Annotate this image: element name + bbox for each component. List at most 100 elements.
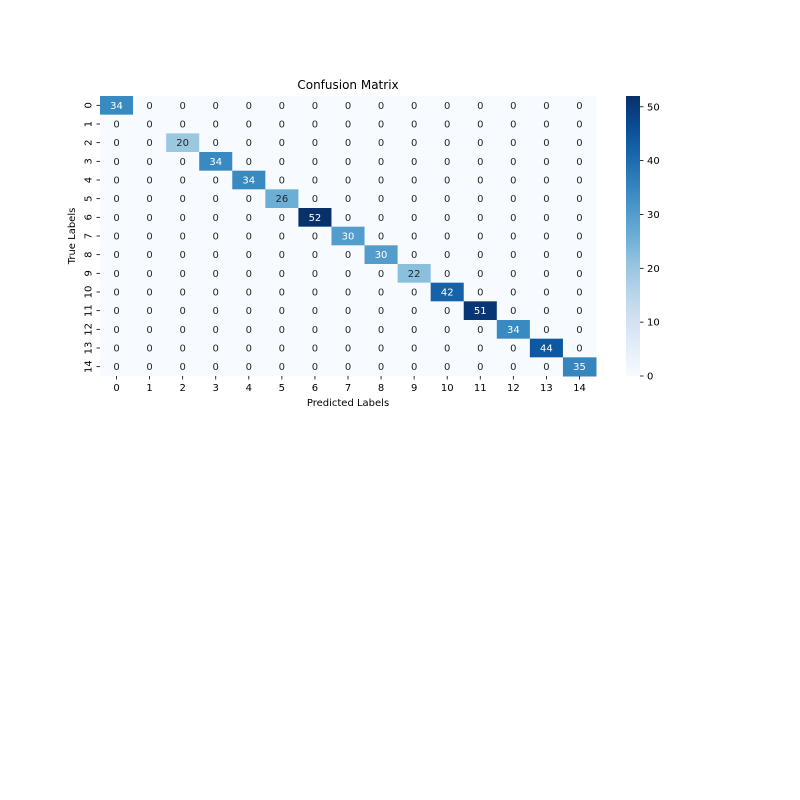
cell-value-label: 0 [411, 213, 417, 224]
heatmap-cell [265, 114, 299, 134]
heatmap-cell [100, 226, 134, 246]
heatmap-cell [496, 245, 531, 265]
cell-value-label: 0 [576, 250, 582, 261]
heatmap-cell [430, 152, 465, 172]
cell-value-label: 0 [576, 157, 582, 168]
heatmap-cell [529, 114, 564, 134]
cell-value-label: 0 [543, 325, 549, 336]
cell-value-label: 0 [279, 157, 285, 168]
cell-value-label: 0 [179, 250, 185, 261]
heatmap-cell [133, 320, 167, 340]
heatmap-cell [298, 152, 332, 172]
heatmap-cell [100, 133, 134, 153]
heatmap-cell [265, 133, 299, 153]
heatmap-cell [133, 245, 167, 265]
heatmap-cell [397, 338, 432, 358]
heatmap-cell [199, 96, 233, 116]
cell-value-label: 0 [378, 157, 384, 168]
cell-value-label: 0 [179, 306, 185, 317]
colorbar-tick-label: 30 [647, 210, 660, 221]
cell-value-label: 0 [246, 101, 252, 112]
cell-value-label: 0 [576, 101, 582, 112]
heatmap-cell [496, 96, 531, 116]
heatmap-cell [331, 320, 366, 340]
cell-value-label: 0 [345, 325, 351, 336]
heatmap-cell [298, 96, 332, 116]
y-tick-label: 4 [84, 177, 95, 183]
cell-value-label: 0 [113, 288, 119, 299]
cell-value-label: 0 [213, 194, 219, 205]
y-tick-label: 3 [84, 158, 95, 164]
cell-value-label: 0 [146, 269, 152, 280]
heatmap-cell [496, 357, 531, 377]
cell-value-label: 0 [213, 325, 219, 336]
cell-value-label: 0 [510, 120, 516, 131]
heatmap-cell [298, 282, 332, 302]
cell-value-label: 0 [213, 306, 219, 317]
heatmap-cell [199, 264, 233, 284]
x-tick-label: 13 [540, 383, 553, 394]
heatmap-cell [265, 208, 299, 228]
cell-value-label: 0 [510, 101, 516, 112]
cell-value-label: 30 [375, 250, 388, 261]
cell-value-label: 0 [477, 232, 483, 243]
cell-value-label: 0 [312, 120, 318, 131]
heatmap-cell [562, 189, 597, 209]
heatmap-cell [133, 264, 167, 284]
cell-value-label: 0 [444, 325, 450, 336]
cell-value-label: 0 [246, 325, 252, 336]
cell-value-label: 0 [543, 157, 549, 168]
cell-value-label: 0 [246, 213, 252, 224]
heatmap-cell [133, 170, 167, 190]
cell-value-label: 0 [444, 269, 450, 280]
heatmap-cell [100, 282, 134, 302]
cell-value-label: 0 [411, 344, 417, 355]
heatmap-cell [496, 152, 531, 172]
heatmap-cell [430, 357, 465, 377]
y-tick-label: 12 [84, 323, 95, 336]
heatmap-cell [100, 152, 134, 172]
heatmap-cell [397, 226, 432, 246]
heatmap-cell [529, 282, 564, 302]
x-tick-label: 4 [246, 383, 252, 394]
cell-value-label: 0 [146, 120, 152, 131]
heatmap-cell [430, 264, 465, 284]
heatmap-cell [364, 357, 399, 377]
cell-value-label: 0 [378, 120, 384, 131]
cell-value-label: 0 [345, 101, 351, 112]
heatmap-cell [331, 189, 366, 209]
cell-value-label: 0 [411, 325, 417, 336]
cell-value-label: 0 [378, 101, 384, 112]
heatmap-cell [232, 301, 266, 321]
cell-value-label: 0 [146, 138, 152, 149]
cell-value-label: 0 [179, 325, 185, 336]
heatmap-cell [232, 320, 266, 340]
heatmap-cell [463, 170, 498, 190]
cell-value-label: 0 [411, 120, 417, 131]
heatmap-cell [298, 301, 332, 321]
heatmap-cell [331, 245, 366, 265]
heatmap-cell [496, 320, 531, 340]
cell-value-label: 0 [179, 232, 185, 243]
cell-value-label: 0 [179, 344, 185, 355]
cell-value-label: 0 [312, 101, 318, 112]
heatmap-cell [463, 114, 498, 134]
cell-value-label: 0 [543, 138, 549, 149]
heatmap-cell [529, 338, 564, 358]
heatmap-cell [397, 208, 432, 228]
heatmap-cell [430, 189, 465, 209]
heatmap-cell [199, 189, 233, 209]
heatmap-cell [199, 338, 233, 358]
heatmap-cell [496, 264, 531, 284]
y-tick-label: 7 [84, 233, 95, 239]
heatmap-cell [463, 226, 498, 246]
cell-value-label: 0 [246, 157, 252, 168]
cell-value-label: 0 [246, 232, 252, 243]
colorbar [626, 96, 640, 376]
cell-value-label: 0 [543, 101, 549, 112]
cell-value-label: 0 [411, 362, 417, 373]
heatmap-cell [529, 245, 564, 265]
heatmap-cell [463, 320, 498, 340]
cell-value-label: 0 [213, 269, 219, 280]
cell-value-label: 0 [213, 250, 219, 261]
